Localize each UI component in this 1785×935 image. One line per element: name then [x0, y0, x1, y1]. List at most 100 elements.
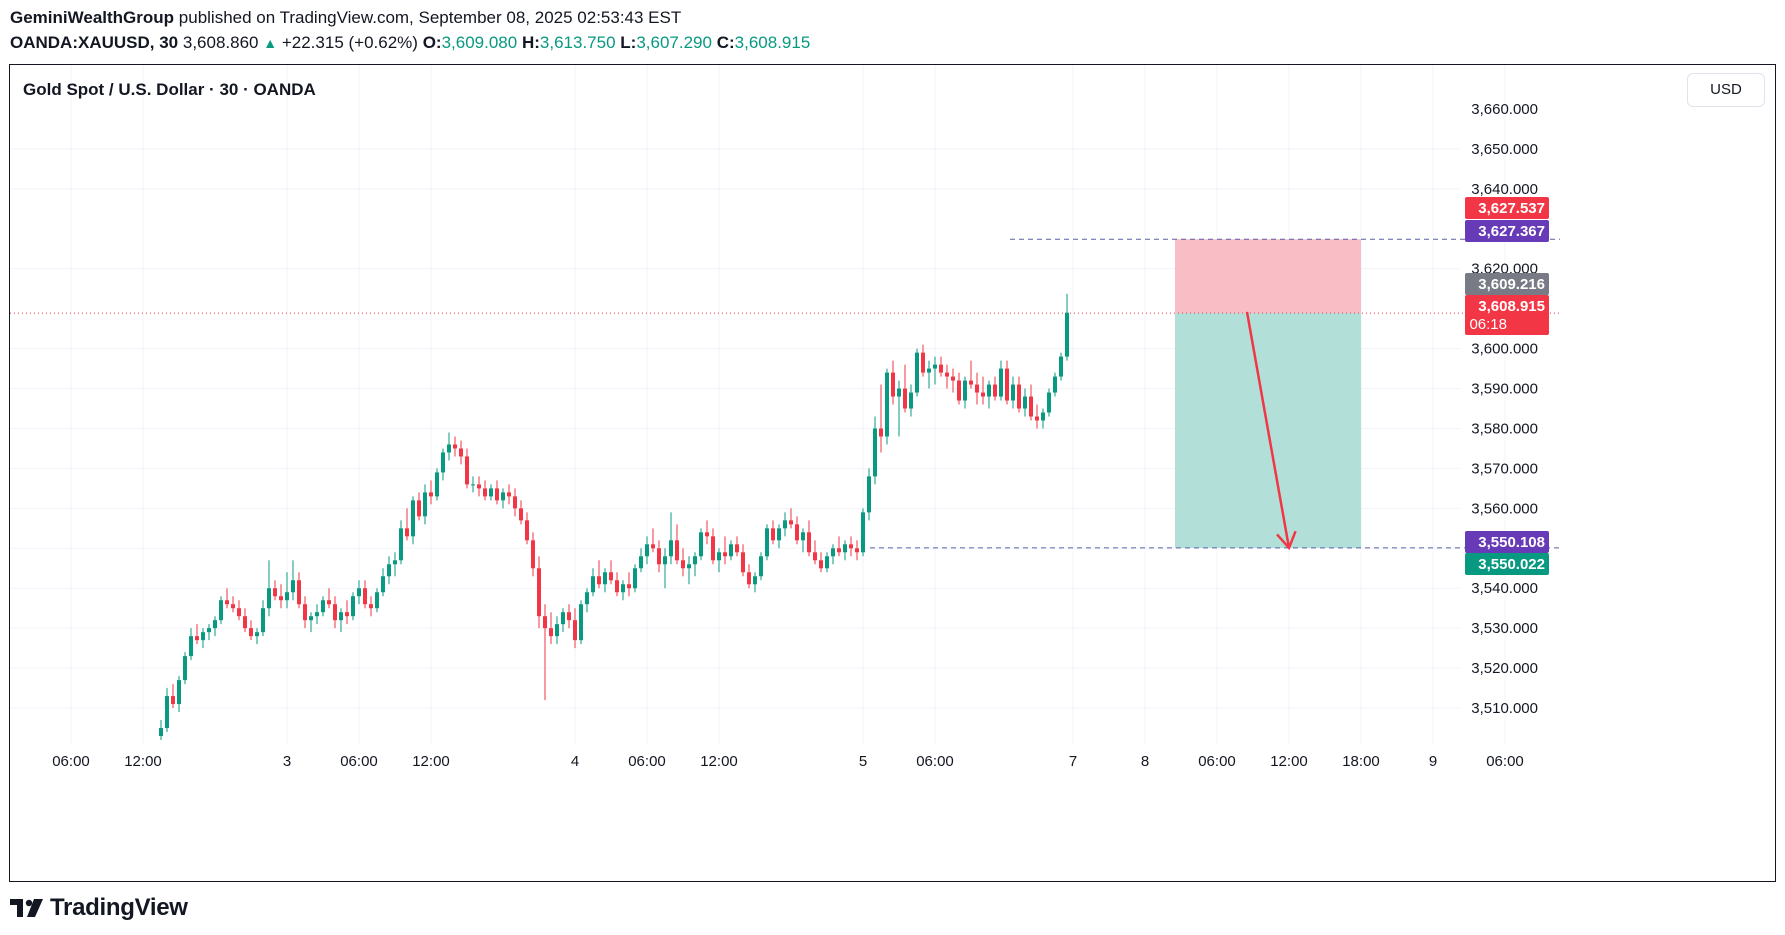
- candle-up: [447, 444, 451, 453]
- candle-down: [171, 696, 175, 705]
- y-tick-label: 3,510.000: [1471, 700, 1538, 717]
- x-tick-label: 3: [283, 753, 291, 770]
- y-tick-label: 3,650.000: [1471, 141, 1538, 158]
- publisher-name[interactable]: GeminiWealthGroup: [10, 8, 175, 27]
- candle-down: [1035, 416, 1039, 421]
- x-tick-label: 12:00: [412, 753, 450, 770]
- price-change: +22.315 (+0.62%): [281, 33, 418, 52]
- candle-up: [207, 628, 211, 633]
- candle-down: [855, 548, 859, 553]
- candle-up: [1059, 356, 1063, 377]
- candle-up: [663, 556, 667, 565]
- y-tick-label: 3,560.000: [1471, 500, 1538, 517]
- candle-down: [957, 380, 961, 401]
- candle-down: [303, 604, 307, 621]
- high-label: H:: [521, 33, 540, 52]
- x-tick-label: 7: [1069, 753, 1077, 770]
- candle-up: [933, 364, 937, 369]
- candle-down: [459, 448, 463, 457]
- candle-up: [909, 392, 913, 409]
- low-value: 3,607.290: [636, 33, 712, 52]
- chart-frame[interactable]: 3,510.000 3,520.000 3,530.000 3,540.000 3,55…: [9, 64, 1776, 882]
- candle-up: [213, 620, 217, 629]
- low-label: L:: [620, 33, 637, 52]
- candle-down: [789, 520, 793, 525]
- x-tick-label: 06:00: [628, 753, 666, 770]
- candle-up: [645, 544, 649, 557]
- chart-title[interactable]: Gold Spot / U.S. Dollar · 30 · OANDA: [23, 80, 316, 99]
- candle-down: [327, 600, 331, 605]
- candle-up: [219, 600, 223, 621]
- candle-down: [903, 388, 907, 409]
- candle-up: [471, 484, 475, 486]
- candle-down: [675, 540, 679, 561]
- candle-up: [843, 544, 847, 553]
- candle-down: [879, 428, 883, 437]
- price-chart[interactable]: 3,510.000 3,520.000 3,530.000 3,540.000 3,55…: [10, 65, 1774, 880]
- tradingview-brand[interactable]: TradingView: [10, 894, 188, 922]
- x-tick-label: 06:00: [1486, 753, 1524, 770]
- x-tick-label: 8: [1141, 753, 1149, 770]
- candle-down: [345, 612, 349, 617]
- y-tick-label: 3,600.000: [1471, 341, 1538, 358]
- candle-up: [435, 472, 439, 497]
- x-tick-label: 12:00: [124, 753, 162, 770]
- last-price: 3,608.860: [182, 33, 259, 52]
- candle-down: [573, 620, 577, 641]
- candle-down: [567, 612, 571, 621]
- candle-up: [411, 500, 415, 537]
- candle-up: [777, 528, 781, 541]
- candle-up: [861, 512, 865, 553]
- y-tick-label: 3,520.000: [1471, 660, 1538, 677]
- candle-up: [591, 576, 595, 593]
- candle-down: [735, 544, 739, 553]
- candle-up: [489, 488, 493, 497]
- ohlc-legend: OANDA:XAUUSD, 30 3,608.860 ▲ +22.315 (+0…: [10, 33, 810, 53]
- symbol-timeframe[interactable]: OANDA:XAUUSD, 30: [10, 33, 179, 52]
- candle-up: [729, 544, 733, 557]
- price-badge: [1465, 273, 1549, 295]
- y-tick-label: 3,580.000: [1471, 420, 1538, 437]
- candle-down: [1017, 384, 1021, 409]
- candle-up: [639, 556, 643, 569]
- candle-down: [795, 524, 799, 541]
- candle-up: [999, 368, 1003, 397]
- candle-down: [273, 588, 277, 597]
- candle-up: [381, 576, 385, 593]
- close-value: 3,608.915: [734, 33, 811, 52]
- price-badge-label: 3,550.022: [1478, 556, 1545, 573]
- price-badge-countdown: 06:18: [1469, 316, 1507, 333]
- candle-down: [237, 608, 241, 617]
- candle-up: [897, 388, 901, 397]
- currency-button[interactable]: USD: [1687, 73, 1765, 107]
- candle-up: [687, 564, 691, 569]
- high-value: 3,613.750: [539, 33, 616, 52]
- open-label: O:: [422, 33, 442, 52]
- trade-arrow-head: [1276, 530, 1297, 551]
- candle-down: [891, 372, 895, 397]
- candle-up: [201, 632, 205, 641]
- candle-up: [501, 492, 505, 501]
- candle-down: [429, 492, 433, 497]
- x-tick-label: 12:00: [1270, 753, 1308, 770]
- candle-down: [369, 604, 373, 609]
- candle-down: [819, 560, 823, 569]
- open-value: 3,609.080: [441, 33, 518, 52]
- candle-up: [291, 580, 295, 593]
- candle-up: [1065, 312, 1069, 357]
- candle-down: [549, 628, 553, 637]
- trade-arrow-shaft: [1245, 311, 1291, 549]
- candle-up: [183, 656, 187, 681]
- y-tick-label: 3,530.000: [1471, 620, 1538, 637]
- candle-down: [231, 604, 235, 609]
- candle-down: [405, 528, 409, 537]
- candle-up: [189, 636, 193, 657]
- up-triangle-icon: ▲: [263, 35, 278, 51]
- y-tick-label: 3,540.000: [1471, 580, 1538, 597]
- price-badge: [1465, 295, 1549, 335]
- candle-down: [507, 492, 511, 497]
- candle-down: [243, 616, 247, 629]
- candle-down: [969, 380, 973, 385]
- candle-up: [669, 540, 673, 557]
- candle-down: [945, 372, 949, 377]
